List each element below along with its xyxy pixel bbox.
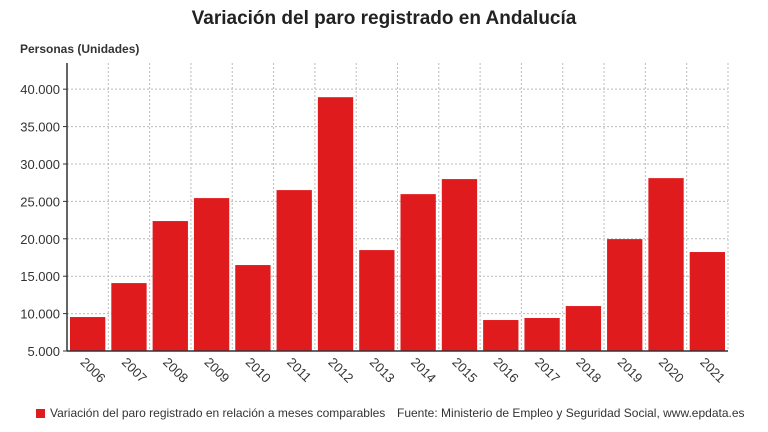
x-tick-label: 2016: [491, 355, 522, 386]
x-tick-label: 2009: [201, 355, 232, 386]
x-tick-label: 2008: [160, 355, 191, 386]
y-axis-label: Personas (Unidades): [20, 42, 140, 56]
bar: [441, 179, 478, 351]
bar: [565, 306, 602, 351]
x-tick-label: 2011: [284, 355, 314, 385]
bar: [400, 194, 436, 351]
y-tick-label: 15.000: [20, 269, 60, 284]
x-tick-label: 2020: [656, 355, 687, 386]
bar: [235, 265, 271, 351]
x-tick-label: 2021: [697, 355, 728, 386]
bar: [648, 178, 684, 351]
y-tick-label: 5.000: [27, 344, 60, 359]
source-note: Fuente: Ministerio de Empleo y Seguridad…: [397, 406, 745, 420]
chart-title: Variación del paro registrado en Andaluc…: [191, 8, 577, 29]
y-tick-label: 30.000: [20, 157, 60, 172]
legend-swatch: [36, 408, 45, 418]
bar: [152, 221, 188, 351]
bar: [524, 318, 560, 351]
y-tick-label: 20.000: [20, 232, 60, 247]
x-tick-label: 2006: [78, 355, 109, 386]
x-tick-label: 2019: [615, 355, 646, 386]
bar: [276, 190, 312, 351]
bar: [193, 198, 230, 351]
y-tick-label: 25.000: [20, 194, 60, 209]
bar: [359, 250, 395, 351]
bar: [483, 320, 519, 351]
x-tick-label: 2013: [367, 355, 398, 386]
bar: [689, 252, 725, 351]
bar: [607, 239, 643, 351]
x-tick-label: 2007: [119, 355, 150, 386]
legend-label: Variación del paro registrado en relació…: [50, 406, 386, 420]
bar: [111, 283, 147, 351]
legend: Variación del paro registrado en relació…: [36, 406, 385, 420]
y-tick-label: 35.000: [20, 120, 60, 135]
y-tick-label: 40.000: [20, 82, 60, 97]
x-tick-label: 2015: [449, 355, 480, 386]
y-tick-label: 10.000: [20, 307, 60, 322]
x-tick-label: 2014: [408, 355, 439, 386]
x-tick-label: 2017: [532, 355, 563, 386]
x-tick-label: 2010: [243, 355, 274, 386]
x-tick-label: 2018: [573, 355, 604, 386]
bar: [70, 317, 106, 351]
bar: [317, 97, 354, 351]
x-tick-label: 2012: [325, 355, 356, 386]
